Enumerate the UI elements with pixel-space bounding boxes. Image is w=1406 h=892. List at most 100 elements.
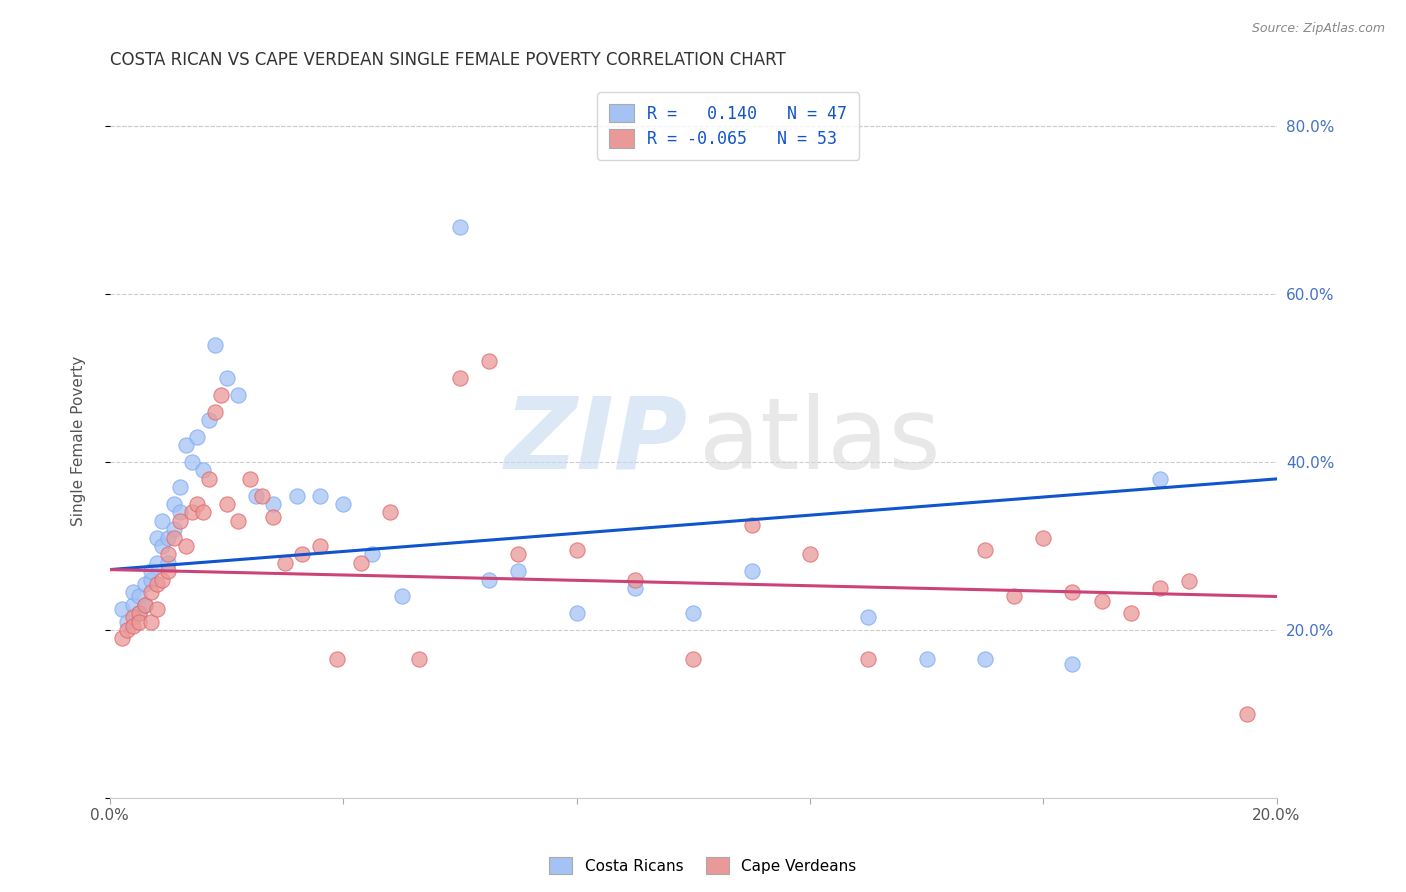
Point [186, 430, 208, 444]
Point [134, 598, 156, 612]
Point [117, 615, 139, 629]
Point [186, 497, 208, 511]
Point [169, 480, 191, 494]
Point [856, 652, 879, 666]
Point [245, 489, 267, 503]
Point [741, 564, 763, 578]
Point [174, 539, 197, 553]
Point [122, 598, 145, 612]
Point [163, 531, 186, 545]
Point [157, 548, 180, 562]
Y-axis label: Single Female Poverty: Single Female Poverty [72, 356, 86, 526]
Point [163, 522, 186, 536]
Point [122, 619, 145, 633]
Point [973, 543, 995, 558]
Point [128, 615, 150, 629]
Point [139, 573, 162, 587]
Point [478, 573, 501, 587]
Point [157, 556, 180, 570]
Point [1149, 472, 1171, 486]
Point [128, 607, 150, 621]
Point [150, 514, 173, 528]
Point [150, 573, 173, 587]
Point [682, 652, 704, 666]
Point [209, 388, 232, 402]
Point [799, 548, 821, 562]
Point [361, 548, 384, 562]
Point [157, 531, 180, 545]
Point [262, 509, 284, 524]
Point [973, 652, 995, 666]
Point [262, 497, 284, 511]
Point [508, 548, 530, 562]
Point [117, 623, 139, 637]
Point [1062, 657, 1084, 671]
Point [1090, 593, 1112, 607]
Point [285, 489, 308, 503]
Text: Source: ZipAtlas.com: Source: ZipAtlas.com [1251, 22, 1385, 36]
Point [110, 602, 132, 616]
Point [122, 610, 145, 624]
Point [508, 564, 530, 578]
Point [1236, 707, 1258, 722]
Point [565, 607, 588, 621]
Point [1178, 574, 1201, 589]
Point [169, 514, 191, 528]
Point [449, 219, 471, 234]
Point [624, 573, 647, 587]
Text: COSTA RICAN VS CAPE VERDEAN SINGLE FEMALE POVERTY CORRELATION CHART: COSTA RICAN VS CAPE VERDEAN SINGLE FEMAL… [110, 51, 786, 69]
Point [180, 455, 202, 469]
Point [193, 463, 215, 477]
Point [145, 602, 167, 616]
Point [215, 497, 238, 511]
Point [239, 472, 262, 486]
Point [856, 610, 879, 624]
Point [139, 564, 162, 578]
Point [308, 539, 330, 553]
Point [449, 371, 471, 385]
Point [122, 585, 145, 599]
Point [139, 615, 162, 629]
Point [1149, 581, 1171, 595]
Legend: Costa Ricans, Cape Verdeans: Costa Ricans, Cape Verdeans [543, 851, 863, 880]
Point [350, 556, 373, 570]
Point [134, 577, 156, 591]
Point [391, 590, 413, 604]
Point [1062, 585, 1084, 599]
Point [128, 607, 150, 621]
Point [145, 531, 167, 545]
Point [204, 405, 226, 419]
Point [110, 632, 132, 646]
Point [157, 564, 180, 578]
Point [1002, 590, 1025, 604]
Point [682, 607, 704, 621]
Point [565, 543, 588, 558]
Point [180, 506, 202, 520]
Point [139, 585, 162, 599]
Point [128, 590, 150, 604]
Point [915, 652, 938, 666]
Point [193, 506, 215, 520]
Point [163, 497, 186, 511]
Point [378, 506, 401, 520]
Text: atlas: atlas [699, 392, 941, 490]
Point [215, 371, 238, 385]
Point [741, 518, 763, 533]
Point [150, 539, 173, 553]
Point [274, 556, 297, 570]
Point [1119, 607, 1142, 621]
Point [226, 514, 249, 528]
Point [332, 497, 354, 511]
Point [198, 472, 221, 486]
Point [198, 413, 221, 427]
Point [250, 489, 273, 503]
Point [145, 577, 167, 591]
Point [145, 556, 167, 570]
Point [291, 548, 314, 562]
Point [308, 489, 330, 503]
Point [169, 506, 191, 520]
Point [174, 438, 197, 452]
Legend: R =   0.140   N = 47, R = -0.065   N = 53: R = 0.140 N = 47, R = -0.065 N = 53 [598, 93, 859, 160]
Point [478, 354, 501, 368]
Point [408, 652, 430, 666]
